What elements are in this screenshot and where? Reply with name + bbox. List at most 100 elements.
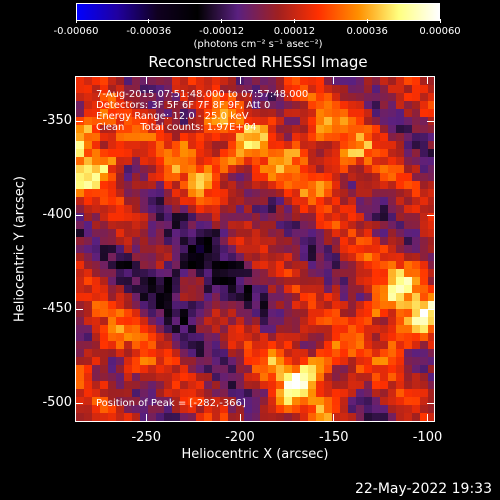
- heatmap-cell: [196, 349, 204, 357]
- heatmap-cell: [420, 213, 428, 221]
- heatmap-cell: [332, 261, 340, 269]
- heatmap-cell: [244, 117, 252, 125]
- heatmap-cell: [92, 109, 100, 117]
- heatmap-cell: [204, 285, 212, 293]
- heatmap-cell: [428, 189, 434, 197]
- heatmap-cell: [404, 245, 412, 253]
- heatmap-cell: [324, 149, 332, 157]
- heatmap-cell: [292, 325, 300, 333]
- heatmap-cell: [148, 269, 156, 277]
- heatmap-cell: [372, 133, 380, 141]
- heatmap-cell: [124, 277, 132, 285]
- heatmap-cell: [260, 405, 268, 413]
- heatmap-cell: [100, 141, 108, 149]
- heatmap-cell: [228, 301, 236, 309]
- heatmap-cell: [420, 317, 428, 325]
- heatmap-cell: [156, 277, 164, 285]
- heatmap-cell: [116, 301, 124, 309]
- heatmap-cell: [140, 261, 148, 269]
- heatmap-cell: [204, 357, 212, 365]
- heatmap-cell: [180, 341, 188, 349]
- heatmap-cell: [148, 325, 156, 333]
- heatmap-cell: [364, 253, 372, 261]
- heatmap-cell: [316, 221, 324, 229]
- heatmap-cell: [92, 149, 100, 157]
- heatmap-cell: [412, 397, 420, 405]
- heatmap-cell: [388, 93, 396, 101]
- heatmap-cell: [260, 389, 268, 397]
- heatmap-cell: [396, 413, 404, 421]
- heatmap-cell: [236, 317, 244, 325]
- heatmap-cell: [388, 365, 396, 373]
- heatmap-cell: [412, 261, 420, 269]
- heatmap-cell: [300, 269, 308, 277]
- heatmap-cell: [156, 101, 164, 109]
- heatmap-cell: [116, 317, 124, 325]
- heatmap-cell: [380, 117, 388, 125]
- heatmap-cell: [252, 405, 260, 413]
- heatmap-cell: [260, 373, 268, 381]
- heatmap-cell: [268, 229, 276, 237]
- heatmap-cell: [188, 93, 196, 101]
- heatmap-cell: [284, 173, 292, 181]
- heatmap-cell: [172, 229, 180, 237]
- heatmap-cell: [292, 405, 300, 413]
- heatmap-cell: [188, 357, 196, 365]
- heatmap-cell: [420, 173, 428, 181]
- heatmap-cell: [188, 85, 196, 93]
- heatmap-cell: [188, 149, 196, 157]
- heatmap-cell: [252, 181, 260, 189]
- heatmap-cell: [316, 157, 324, 165]
- heatmap-cell: [76, 405, 84, 413]
- heatmap-cell: [380, 141, 388, 149]
- heatmap-cell: [148, 301, 156, 309]
- heatmap-cell: [276, 93, 284, 101]
- heatmap-cell: [212, 141, 220, 149]
- heatmap-cell: [172, 309, 180, 317]
- heatmap-cell: [396, 101, 404, 109]
- colorbar-tick-label: 0.00036: [346, 26, 388, 37]
- heatmap-cell: [284, 389, 292, 397]
- heatmap-cell: [180, 117, 188, 125]
- heatmap-cell: [284, 237, 292, 245]
- heatmap-cell: [428, 253, 434, 261]
- heatmap-cell: [260, 333, 268, 341]
- heatmap-cell: [420, 181, 428, 189]
- heatmap-cell: [92, 141, 100, 149]
- heatmap-cell: [388, 333, 396, 341]
- heatmap-cell: [204, 165, 212, 173]
- heatmap-cell: [412, 301, 420, 309]
- heatmap-cell: [132, 317, 140, 325]
- heatmap-cell: [156, 333, 164, 341]
- heatmap-cell: [156, 253, 164, 261]
- heatmap-cell: [228, 229, 236, 237]
- heatmap-cell: [156, 317, 164, 325]
- heatmap-cell: [340, 237, 348, 245]
- heatmap-cell: [268, 333, 276, 341]
- heatmap-cell: [100, 333, 108, 341]
- heatmap-cell: [292, 269, 300, 277]
- heatmap-cell: [308, 333, 316, 341]
- heatmap-cell: [180, 253, 188, 261]
- heatmap-cell: [180, 261, 188, 269]
- heatmap-cell: [220, 405, 228, 413]
- heatmap-cell: [124, 397, 132, 405]
- heatmap-cell: [308, 253, 316, 261]
- heatmap-cell: [140, 405, 148, 413]
- heatmap-cell: [428, 269, 434, 277]
- heatmap-cell: [92, 133, 100, 141]
- heatmap-cell: [412, 269, 420, 277]
- heatmap-cell: [116, 325, 124, 333]
- heatmap-cell: [396, 301, 404, 309]
- heatmap-cell: [364, 389, 372, 397]
- heatmap-cell: [420, 389, 428, 397]
- heatmap-cell: [140, 237, 148, 245]
- heatmap-cell: [348, 157, 356, 165]
- heatmap-cell: [140, 93, 148, 101]
- heatmap-cell: [180, 229, 188, 237]
- heatmap-cell: [180, 173, 188, 181]
- x-tick-label: -100: [412, 430, 443, 445]
- heatmap-cell: [76, 181, 84, 189]
- heatmap-cell: [372, 101, 380, 109]
- heatmap-cell: [108, 237, 116, 245]
